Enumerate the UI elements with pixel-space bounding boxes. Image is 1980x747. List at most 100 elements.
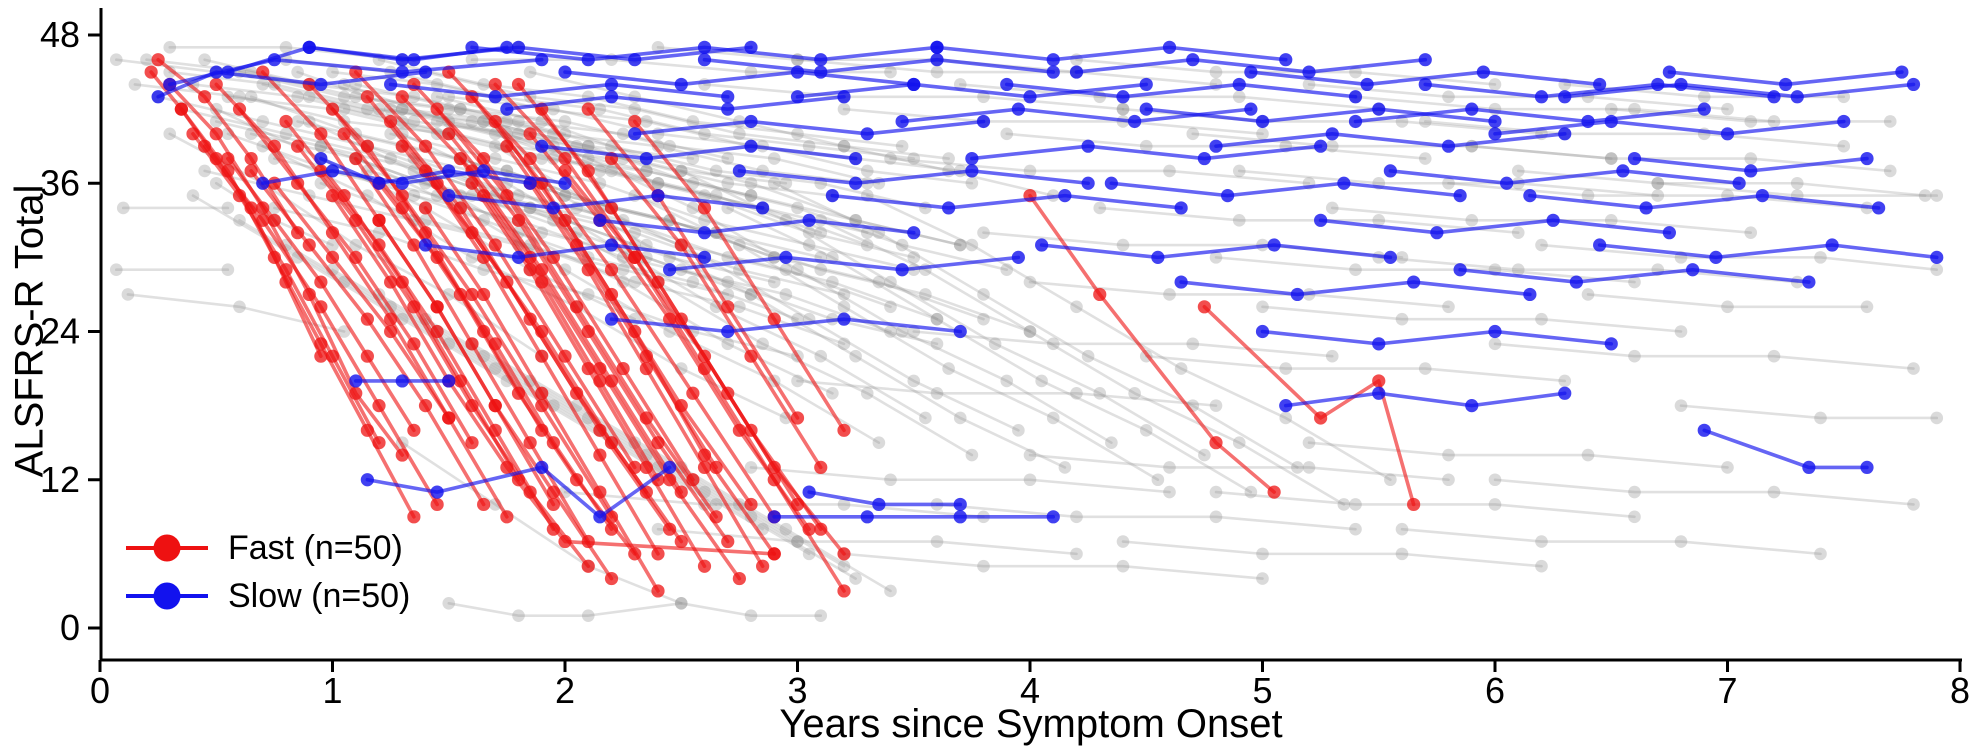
data-point-other (1558, 374, 1572, 388)
data-point-slow (814, 53, 828, 67)
data-point-fast (523, 436, 537, 450)
data-point-fast (628, 460, 642, 474)
data-point-other (535, 152, 549, 165)
data-point-other (512, 189, 525, 202)
data-point-other (1883, 115, 1897, 128)
data-point-slow (1860, 151, 1874, 166)
data-point-other (523, 65, 537, 79)
data-point-fast (488, 77, 502, 92)
data-point-slow (907, 226, 921, 240)
data-point-other (1767, 485, 1781, 499)
data-point-slow (1593, 238, 1607, 252)
data-point-other (907, 152, 921, 165)
data-point-other (826, 275, 839, 289)
data-point-other (942, 152, 955, 165)
data-point-fast (604, 201, 619, 215)
trajectory-line-other (1121, 540, 1543, 568)
trajectory-line-other (935, 503, 1357, 531)
data-point-slow (360, 473, 374, 487)
data-point-slow (1418, 53, 1432, 67)
data-point-other (477, 115, 490, 128)
y-axis-title: ALSFRS-R Total (7, 184, 52, 478)
trajectory-line-other (238, 70, 869, 185)
data-point-fast (814, 460, 828, 474)
data-point-other (465, 251, 479, 264)
data-point-slow (604, 312, 619, 326)
trajectory-line-slow (1260, 329, 1614, 346)
data-point-slow (895, 263, 909, 277)
data-point-other (302, 90, 316, 104)
data-point-slow (1604, 337, 1618, 351)
slow-series-group (151, 40, 1944, 524)
data-point-other (1395, 312, 1409, 326)
trajectory-line-other (528, 70, 1055, 197)
data-point-other (1232, 164, 1246, 178)
data-point-other (884, 65, 897, 79)
data-point-slow (1383, 250, 1397, 264)
data-point-slow (1209, 139, 1223, 153)
data-point-other (744, 189, 758, 202)
data-point-other (477, 78, 490, 91)
data-point-slow (953, 497, 967, 512)
data-point-other (581, 152, 595, 165)
data-point-slow (1662, 226, 1676, 240)
data-point-other (1488, 473, 1502, 487)
data-point-fast (1314, 411, 1328, 425)
data-point-slow (825, 189, 839, 203)
trajectory-line-slow (1109, 181, 1462, 198)
data-point-slow (1069, 65, 1084, 79)
data-point-slow (1593, 77, 1607, 92)
data-point-slow (1465, 399, 1479, 413)
data-point-fast (360, 423, 374, 437)
data-point-fast (360, 312, 374, 326)
data-point-slow (802, 213, 816, 227)
data-point-other (919, 288, 932, 301)
trajectory-line-other (1144, 354, 1567, 383)
data-point-fast (244, 151, 258, 166)
data-point-slow (1802, 460, 1816, 474)
data-point-slow (779, 250, 793, 264)
x-tick-label: 6 (1485, 670, 1505, 711)
data-point-other (965, 448, 979, 462)
data-point-slow (1023, 90, 1037, 104)
data-point-other (361, 102, 374, 116)
data-point-fast (430, 497, 444, 512)
data-point-slow (221, 65, 235, 79)
data-point-slow (488, 90, 502, 104)
x-tick-label: 7 (1717, 670, 1737, 711)
trajectory-line-other (726, 206, 1253, 494)
data-point-slow (1418, 77, 1432, 92)
data-point-other (1628, 510, 1641, 524)
data-point-other (884, 325, 897, 338)
data-point-fast (558, 534, 572, 549)
data-point-slow (1139, 102, 1153, 116)
trajectory-line-slow (1144, 107, 1497, 124)
slow-key-icon (126, 582, 208, 610)
data-point-other (698, 127, 711, 141)
data-point-slow (500, 102, 514, 116)
data-point-slow (1348, 114, 1363, 129)
data-point-other (1302, 436, 1316, 449)
trajectory-line-other (703, 83, 1125, 111)
data-point-fast (314, 337, 328, 351)
data-point-other (465, 115, 479, 128)
data-point-other (1604, 102, 1618, 116)
data-point-other (709, 498, 723, 511)
trajectory-line-other (1307, 83, 1729, 111)
data-point-other (884, 473, 897, 487)
data-point-slow (1197, 151, 1211, 166)
data-point-other (640, 164, 653, 178)
data-point-other (1023, 164, 1037, 178)
data-point-slow (418, 238, 433, 252)
data-point-slow (1372, 337, 1386, 351)
data-point-fast (395, 189, 409, 203)
trajectory-line-fast (156, 57, 300, 235)
data-point-other (1035, 374, 1048, 388)
data-point-other (1023, 325, 1037, 338)
data-point-slow (1534, 90, 1549, 104)
data-point-other (767, 152, 781, 165)
data-point-fast (709, 460, 723, 474)
data-point-slow (395, 53, 409, 67)
trajectory-line-other (447, 169, 974, 457)
